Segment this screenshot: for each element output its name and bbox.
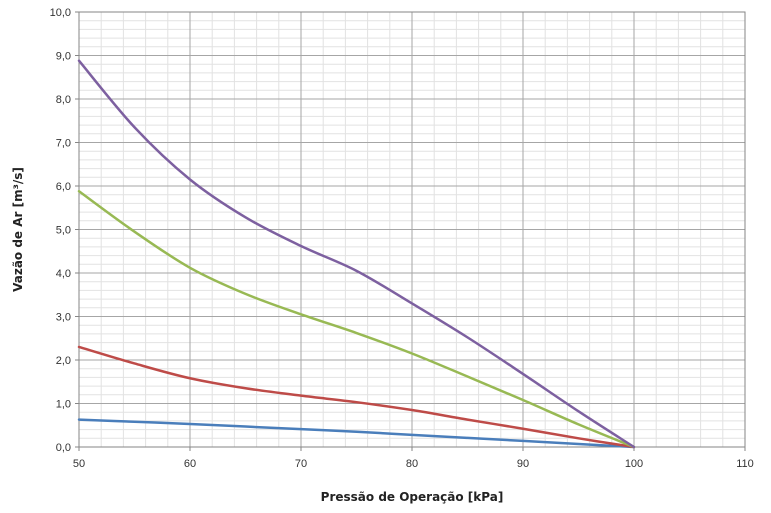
- x-tick-label: 70: [295, 458, 307, 470]
- y-tick-label: 8,0: [56, 94, 71, 106]
- series-line-2: [77, 345, 636, 449]
- series-line-4: [77, 59, 636, 449]
- y-tick-label: 9,0: [56, 51, 71, 63]
- y-tick-label: 1,0: [56, 399, 71, 411]
- y-axis-tick-labels: 0,0 1,0 2,0 3,0 4,0 5,0 6,0 7,0 8,0 9,0 10,0: [50, 7, 71, 454]
- x-tick-label: 90: [517, 458, 529, 470]
- series-line-3: [77, 189, 636, 449]
- y-tick-label: 7,0: [56, 138, 71, 150]
- y-tick-label: 4,0: [56, 268, 71, 280]
- series-layer: [77, 59, 636, 449]
- y-tick-label: 3,0: [56, 312, 71, 324]
- x-tick-label: 80: [406, 458, 418, 470]
- y-tick-label: 6,0: [56, 181, 71, 193]
- x-tick-label: 110: [736, 458, 754, 470]
- x-tick-label: 100: [625, 458, 643, 470]
- series-line-1: [77, 418, 636, 449]
- y-tick-label: 0,0: [56, 442, 71, 454]
- y-tick-label: 2,0: [56, 355, 71, 367]
- x-tick-label: 60: [184, 458, 196, 470]
- y-axis-title: Vazão de Ar [m³/s]: [11, 167, 25, 292]
- x-axis-tick-labels: 50 60 70 80 90 100 110: [73, 458, 754, 470]
- y-tick-label: 10,0: [50, 7, 71, 19]
- y-tick-label: 5,0: [56, 225, 71, 237]
- x-axis-title: Pressão de Operação [kPa]: [321, 490, 504, 504]
- plot-area-border: [78, 11, 746, 448]
- x-tick-label: 50: [73, 458, 85, 470]
